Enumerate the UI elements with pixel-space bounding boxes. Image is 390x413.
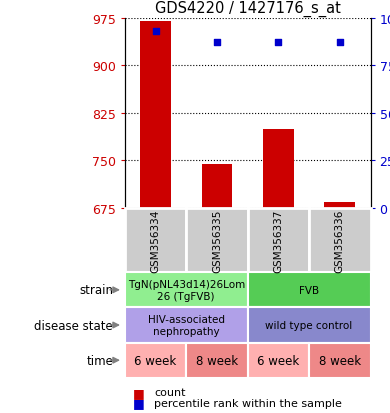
- Text: GSM356337: GSM356337: [273, 209, 284, 272]
- Point: [214, 40, 220, 47]
- Text: TgN(pNL43d14)26Lom
26 (TgFVB): TgN(pNL43d14)26Lom 26 (TgFVB): [128, 279, 245, 301]
- Text: strain: strain: [79, 284, 113, 297]
- Point: [337, 40, 343, 47]
- Text: GSM356335: GSM356335: [212, 209, 222, 272]
- Text: 6 week: 6 week: [257, 354, 300, 367]
- Text: ■: ■: [133, 386, 144, 399]
- Point: [275, 40, 282, 47]
- Text: disease state: disease state: [34, 319, 113, 332]
- Title: GDS4220 / 1427176_s_at: GDS4220 / 1427176_s_at: [155, 1, 340, 17]
- Text: 8 week: 8 week: [319, 354, 361, 367]
- Text: GSM356334: GSM356334: [151, 209, 161, 272]
- Text: HIV-associated
nephropathy: HIV-associated nephropathy: [148, 314, 225, 336]
- Text: GSM356336: GSM356336: [335, 209, 345, 272]
- Text: ■: ■: [133, 396, 144, 409]
- Text: FVB: FVB: [299, 285, 319, 295]
- Text: 8 week: 8 week: [196, 354, 238, 367]
- Text: 6 week: 6 week: [135, 354, 177, 367]
- Bar: [324, 202, 355, 209]
- Bar: [202, 164, 232, 209]
- Text: wild type control: wild type control: [266, 320, 353, 330]
- Text: percentile rank within the sample: percentile rank within the sample: [154, 398, 342, 408]
- Bar: [140, 22, 171, 209]
- Point: [152, 28, 159, 35]
- Text: count: count: [154, 387, 186, 397]
- Text: time: time: [86, 354, 113, 367]
- Bar: [263, 129, 294, 209]
